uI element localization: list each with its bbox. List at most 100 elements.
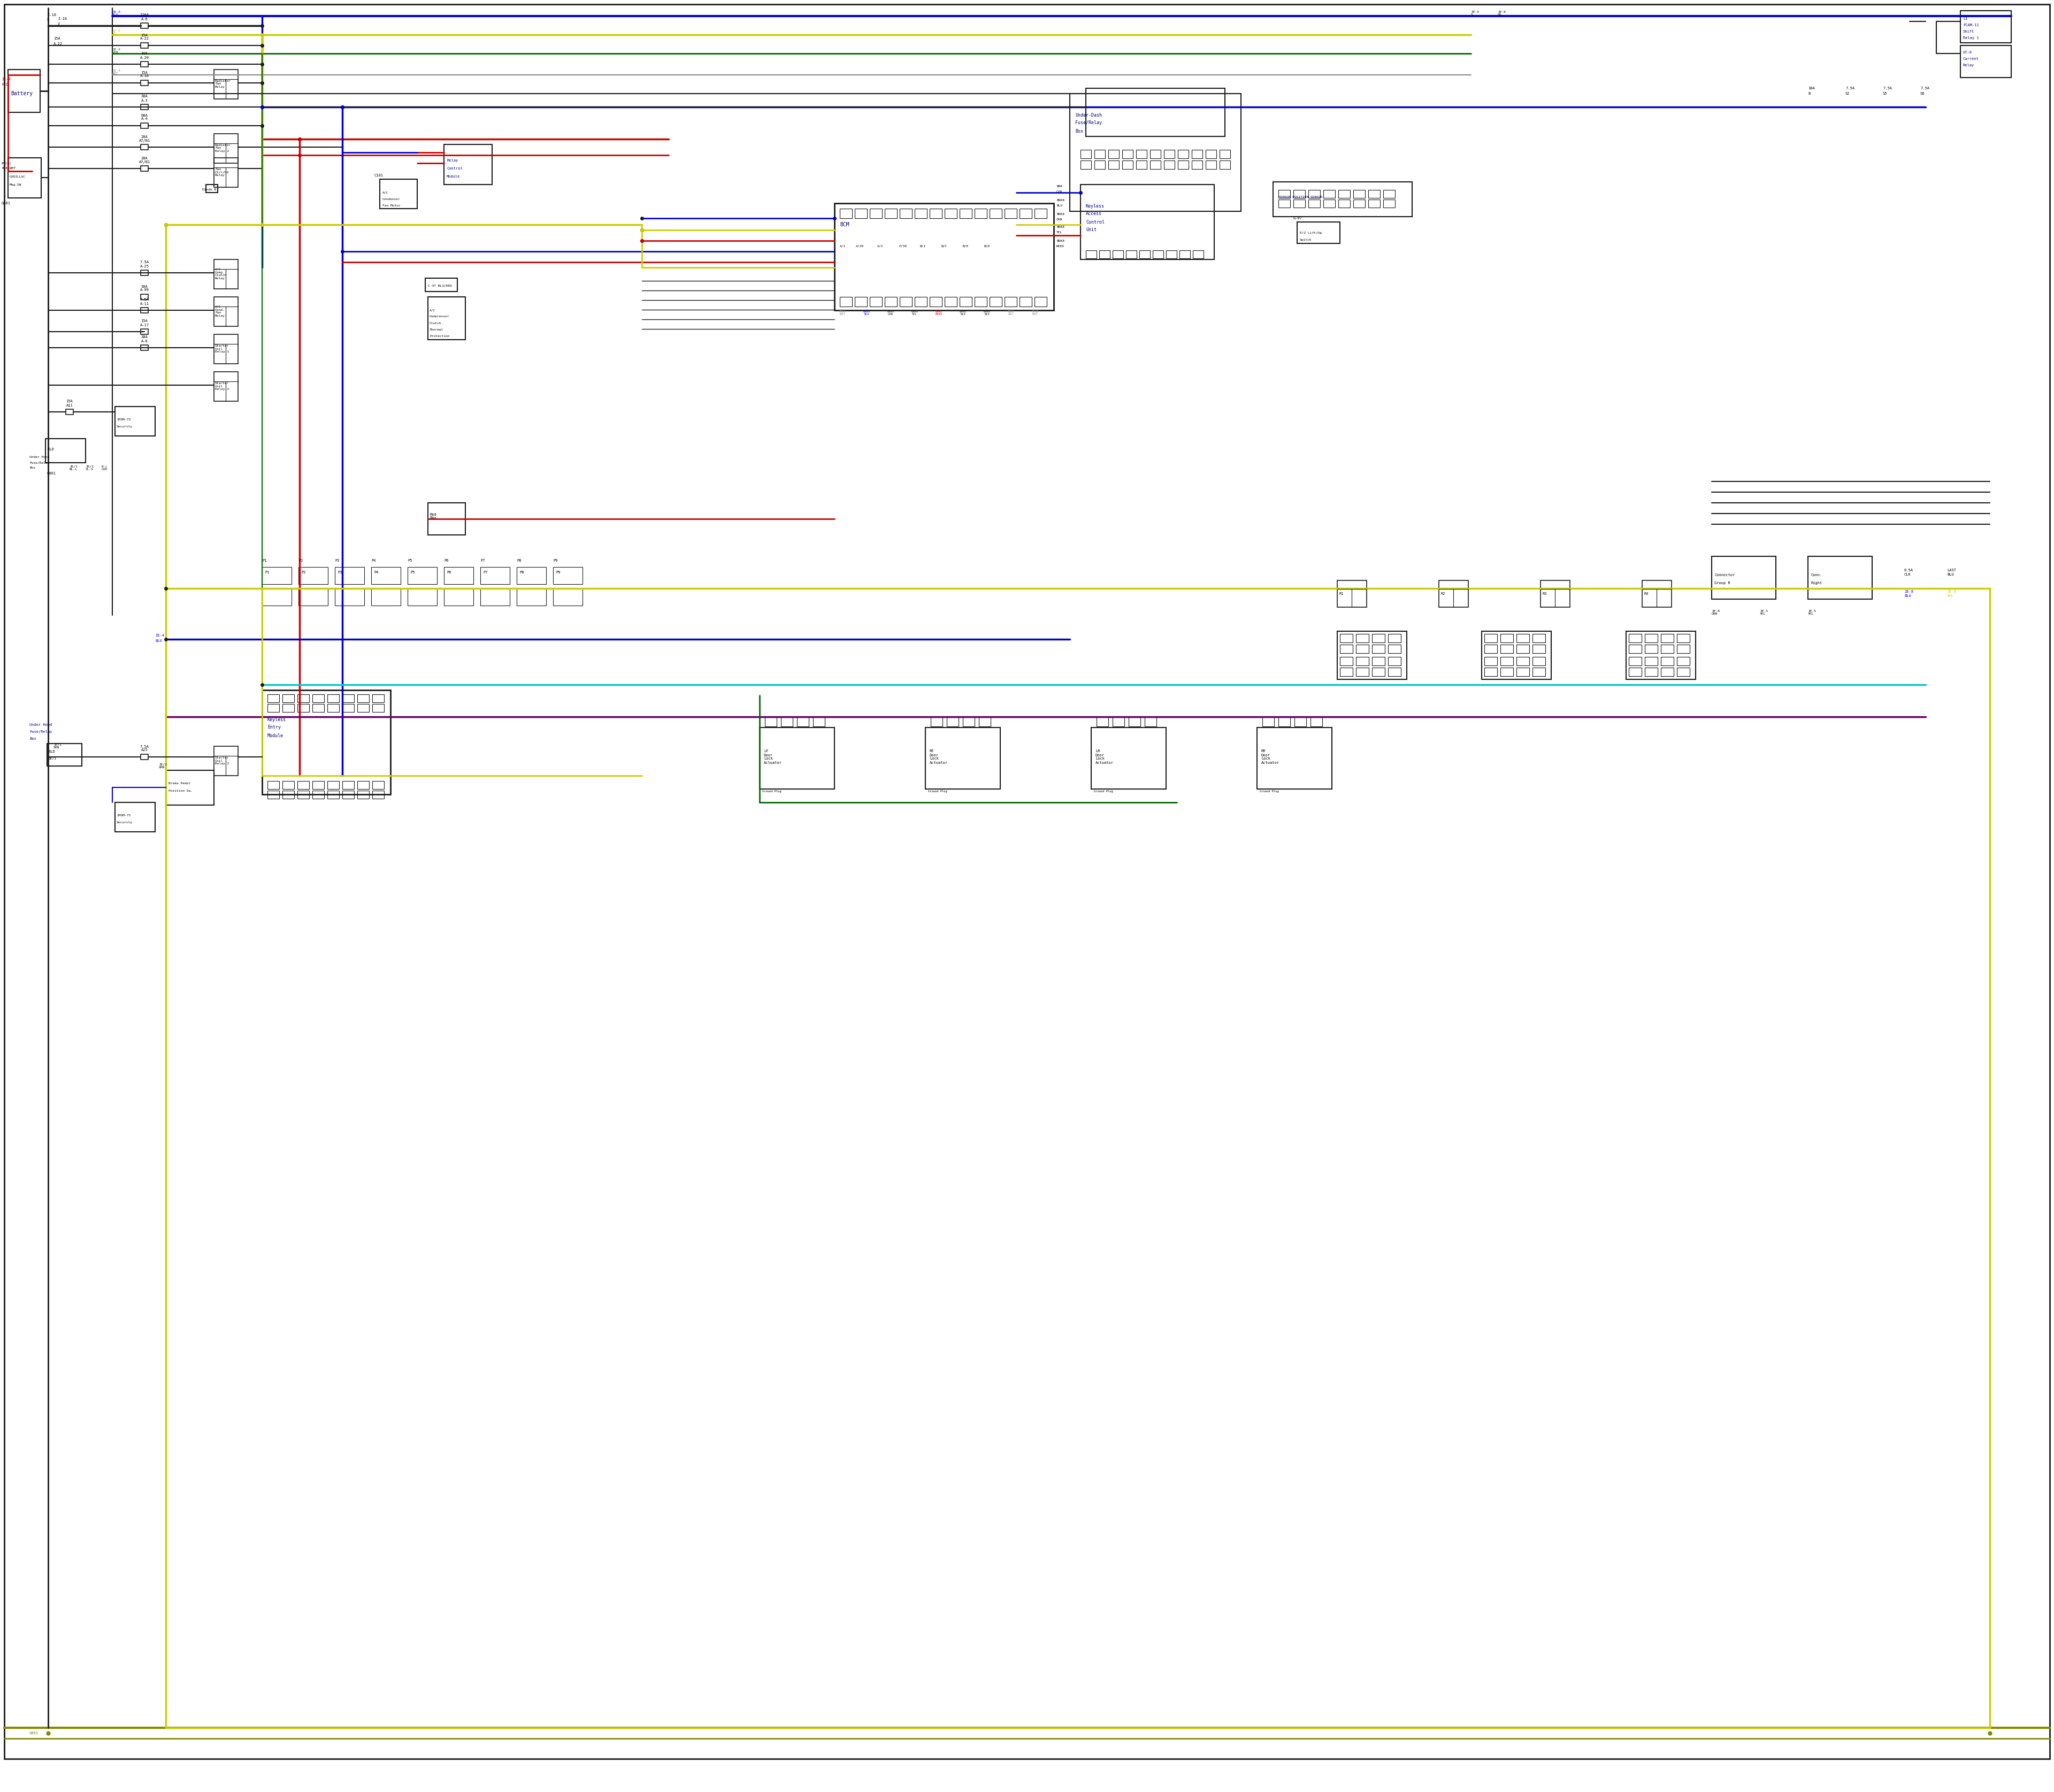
Bar xyxy=(1150,151,1161,158)
Bar xyxy=(1263,717,1273,726)
Bar xyxy=(1165,151,1175,158)
Bar xyxy=(214,745,238,776)
Text: IE-5
S: IE-5 S xyxy=(1471,11,1479,16)
Text: S6: S6 xyxy=(1920,91,1925,95)
Text: F/30: F/30 xyxy=(900,246,906,247)
Bar xyxy=(1191,151,1202,158)
Text: C101: C101 xyxy=(374,174,384,177)
Text: B: B xyxy=(1808,91,1810,95)
Text: Under-Dash: Under-Dash xyxy=(1074,113,1101,118)
Bar xyxy=(1389,658,1401,665)
Text: IE-4
BWT: IE-4 BWT xyxy=(113,70,121,75)
Bar xyxy=(267,781,279,788)
Bar xyxy=(885,208,898,219)
Bar xyxy=(1220,161,1230,168)
Text: BRK8
BLK: BRK8 BLK xyxy=(959,310,965,315)
Bar xyxy=(283,694,294,702)
Bar xyxy=(407,566,438,584)
Text: R4: R4 xyxy=(1643,591,1647,595)
Text: 2E-8
YEL: 2E-8 YEL xyxy=(1947,590,1955,597)
Text: BRK8
GRY: BRK8 GRY xyxy=(1006,310,1015,315)
Bar xyxy=(263,690,390,794)
Text: BRK8: BRK8 xyxy=(1056,199,1064,202)
Bar xyxy=(1035,208,1048,219)
Bar xyxy=(1206,151,1216,158)
Bar xyxy=(425,278,458,292)
Bar xyxy=(1167,251,1177,258)
Bar xyxy=(945,208,957,219)
Bar xyxy=(481,566,509,584)
Text: V: V xyxy=(47,18,49,22)
Bar xyxy=(140,61,148,66)
Text: Starter
Coil
Relay 2: Starter Coil Relay 2 xyxy=(216,382,230,391)
Bar xyxy=(1354,199,1366,208)
Text: 10A: 10A xyxy=(1808,86,1816,90)
Bar xyxy=(327,790,339,799)
Text: P5: P5 xyxy=(409,559,413,563)
Bar xyxy=(1629,634,1641,643)
Bar xyxy=(1121,151,1134,158)
Bar xyxy=(1308,190,1321,197)
Bar xyxy=(1499,634,1514,643)
Bar xyxy=(1080,161,1091,168)
Text: Fuse/Relay: Fuse/Relay xyxy=(1074,120,1101,125)
Text: A/C
Cond.
Fan
Relay: A/C Cond. Fan Relay xyxy=(216,305,226,317)
Bar xyxy=(267,694,279,702)
Bar xyxy=(1080,151,1091,158)
Bar xyxy=(1372,634,1384,643)
Bar xyxy=(283,781,294,788)
Text: BLU: BLU xyxy=(156,640,162,643)
Bar xyxy=(1165,161,1175,168)
Bar xyxy=(214,134,238,163)
Bar xyxy=(1356,645,1368,652)
Bar xyxy=(974,297,986,306)
Text: IE-6
S6: IE-6 S6 xyxy=(1497,11,1506,16)
Bar xyxy=(1087,251,1097,258)
Bar xyxy=(1337,631,1407,679)
Text: TEL: TEL xyxy=(1056,231,1062,235)
Bar xyxy=(140,330,148,335)
Text: Box: Box xyxy=(1074,129,1082,133)
Text: 30A
A-6: 30A A-6 xyxy=(142,335,148,342)
Bar xyxy=(990,297,1002,306)
Bar xyxy=(840,208,852,219)
Text: Module: Module xyxy=(446,176,460,177)
Bar xyxy=(914,297,926,306)
Text: G001: G001 xyxy=(29,1731,39,1735)
Bar xyxy=(930,717,943,726)
Text: Radiator
Fan
Relay: Radiator Fan Relay xyxy=(216,79,230,88)
Bar xyxy=(1019,208,1031,219)
Text: P1: P1 xyxy=(265,572,269,573)
Bar xyxy=(1382,199,1395,208)
Bar xyxy=(1144,717,1156,726)
Text: R1: R1 xyxy=(1339,591,1343,595)
Text: IE-4: IE-4 xyxy=(2,77,10,81)
Text: P8: P8 xyxy=(518,559,522,563)
Text: Ground Plug: Ground Plug xyxy=(762,790,781,794)
Text: P4: P4 xyxy=(372,559,376,563)
Bar xyxy=(298,790,310,799)
Bar xyxy=(327,781,339,788)
Bar xyxy=(140,271,148,276)
Text: 7.5A: 7.5A xyxy=(1884,86,1892,90)
Bar xyxy=(1152,251,1163,258)
Text: I-10: I-10 xyxy=(58,18,68,20)
Bar xyxy=(764,717,776,726)
Bar xyxy=(914,208,926,219)
Bar xyxy=(1150,161,1161,168)
Text: A/29: A/29 xyxy=(857,246,865,247)
Text: Relay: Relay xyxy=(446,159,458,161)
Bar xyxy=(1532,634,1545,643)
Text: Battery: Battery xyxy=(10,91,33,97)
Text: IE/1
GRW: IE/1 GRW xyxy=(158,763,166,769)
Text: Diode B: Diode B xyxy=(201,188,216,190)
Bar xyxy=(1499,668,1514,676)
Bar xyxy=(797,717,809,726)
Text: I-10: I-10 xyxy=(47,13,55,16)
Text: G001: G001 xyxy=(47,471,55,475)
Bar xyxy=(930,208,943,219)
Bar xyxy=(974,208,986,219)
Text: P9: P9 xyxy=(557,572,561,573)
Bar xyxy=(869,297,881,306)
Bar xyxy=(1485,658,1497,665)
